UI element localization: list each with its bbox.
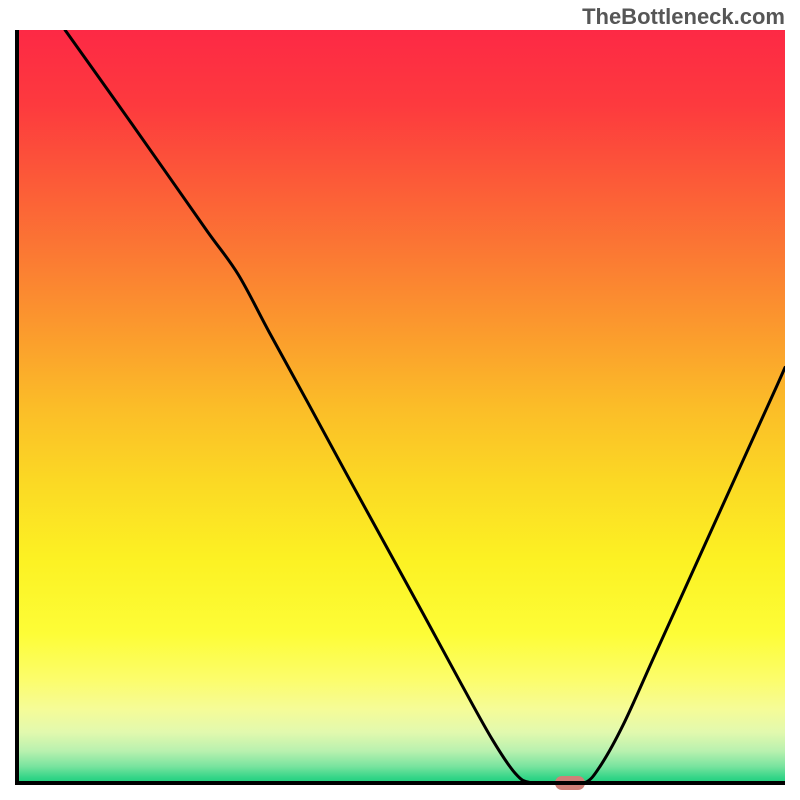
plot-area	[15, 30, 785, 785]
bottleneck-curve	[15, 30, 785, 785]
watermark-text: TheBottleneck.com	[582, 4, 785, 30]
y-axis	[15, 30, 19, 785]
x-axis	[15, 781, 785, 785]
chart-container: TheBottleneck.com	[0, 0, 800, 800]
